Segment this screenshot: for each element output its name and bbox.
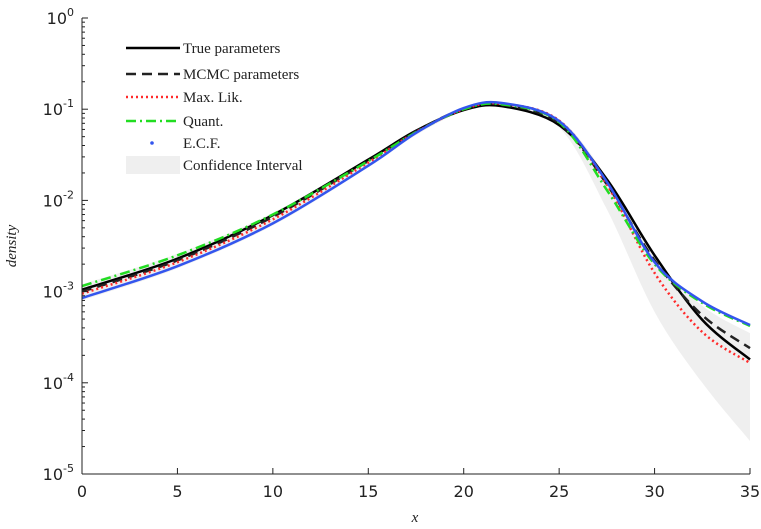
x-tick-label: 5 bbox=[172, 482, 182, 501]
y-tick-label: 10-1 bbox=[43, 97, 74, 119]
y-tick-base: 10 bbox=[43, 465, 63, 484]
series-line bbox=[81, 100, 751, 327]
y-tick-base: 10 bbox=[43, 191, 63, 210]
y-tick-exponent: -3 bbox=[63, 280, 74, 293]
legend-marker bbox=[150, 141, 154, 145]
confidence-band bbox=[82, 101, 750, 442]
legend-label: True parameters bbox=[183, 41, 280, 57]
y-axis-label: density bbox=[4, 224, 20, 267]
y-tick-exponent: 0 bbox=[67, 6, 74, 19]
y-tick-base: 10 bbox=[47, 9, 67, 28]
y-tick-exponent: -2 bbox=[63, 188, 74, 201]
x-tick-label: 30 bbox=[644, 482, 664, 501]
y-tick-exponent: -4 bbox=[63, 371, 74, 384]
legend-swatch bbox=[126, 156, 180, 174]
legend-label: MCMC parameters bbox=[183, 67, 299, 83]
legend-label: Max. Lik. bbox=[183, 90, 243, 106]
x-tick-label: 20 bbox=[454, 482, 474, 501]
x-tick-label: 25 bbox=[549, 482, 569, 501]
y-tick-label: 10-2 bbox=[43, 188, 74, 210]
y-tick-label: 100 bbox=[47, 6, 74, 28]
legend-label: Quant. bbox=[183, 114, 223, 130]
x-axis-label: x bbox=[411, 510, 419, 526]
x-tick-label: 35 bbox=[740, 482, 760, 501]
y-tick-base: 10 bbox=[43, 100, 63, 119]
y-tick-base: 10 bbox=[43, 283, 63, 302]
y-tick-label: 10-4 bbox=[43, 371, 74, 393]
y-tick-label: 10-5 bbox=[43, 462, 74, 484]
y-tick-label: 10-3 bbox=[43, 280, 74, 302]
x-tick-label: 15 bbox=[358, 482, 378, 501]
y-tick-base: 10 bbox=[43, 374, 63, 393]
y-tick-exponent: -1 bbox=[63, 97, 74, 110]
x-tick-label: 0 bbox=[77, 482, 87, 501]
x-tick-label: 10 bbox=[263, 482, 283, 501]
legend-label: Confidence Interval bbox=[183, 158, 303, 174]
y-tick-exponent: -5 bbox=[63, 462, 74, 475]
legend-label: E.C.F. bbox=[183, 136, 221, 152]
